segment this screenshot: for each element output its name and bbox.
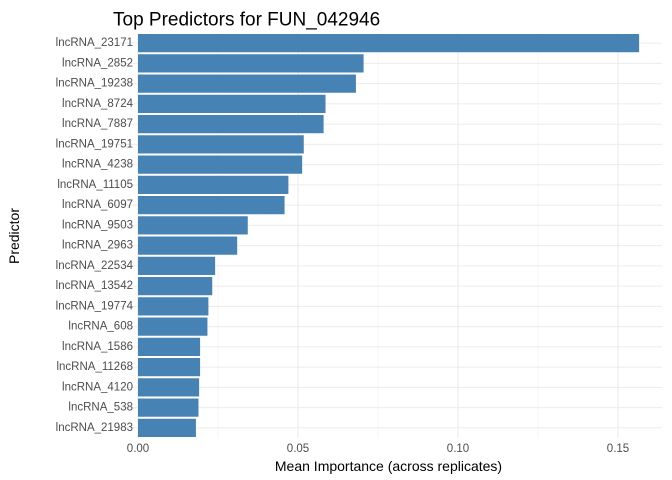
x-axis-label: Mean Importance (across replicates)	[275, 458, 502, 474]
y-tick-label: lncRNA_19774	[56, 300, 134, 312]
y-tick-label: lncRNA_4238	[62, 159, 133, 171]
bar	[138, 196, 285, 215]
bar	[138, 135, 304, 154]
x-tick-labels: 0.00 0.05 0.10 0.15	[127, 443, 629, 455]
bar	[138, 155, 303, 174]
y-tick-label: lncRNA_608	[68, 321, 133, 333]
bar	[138, 317, 208, 336]
y-tick-label: lncRNA_19751	[56, 138, 133, 150]
y-tick-label: lncRNA_13542	[56, 280, 133, 292]
bar	[138, 418, 196, 437]
x-tick-label: 0.10	[447, 443, 469, 455]
y-tick-label: lncRNA_22534	[56, 260, 134, 272]
x-tick-label: 0.15	[607, 443, 629, 455]
chart-title: Top Predictors for FUN_042946	[113, 10, 380, 31]
y-tick-label: lncRNA_21983	[56, 422, 133, 434]
bar	[138, 94, 326, 113]
y-tick-label: lncRNA_538	[68, 402, 133, 414]
y-tick-label: lncRNA_23171	[56, 37, 133, 49]
y-tick-label: lncRNA_11105	[57, 179, 133, 191]
y-tick-label: lncRNA_2852	[62, 57, 133, 69]
bar	[138, 358, 201, 377]
y-tick-labels: lncRNA_23171 lncRNA_2852 lncRNA_19238 lncRN…	[56, 37, 134, 434]
bar	[138, 277, 213, 296]
y-tick-label: lncRNA_2963	[62, 240, 133, 252]
bar	[138, 236, 238, 255]
bar	[138, 74, 356, 93]
y-tick-label: lncRNA_6097	[62, 199, 133, 211]
x-tick-label: 0.00	[127, 443, 149, 455]
y-tick-label: lncRNA_7887	[62, 118, 133, 130]
y-tick-label: lncRNA_11268	[56, 361, 133, 373]
bar	[138, 256, 216, 275]
bar	[138, 297, 209, 316]
y-tick-label: lncRNA_8724	[62, 98, 134, 110]
bars	[138, 34, 640, 437]
x-tick-label: 0.05	[287, 443, 309, 455]
bar	[138, 216, 248, 235]
bar	[138, 115, 324, 134]
bar	[138, 54, 364, 73]
bar	[138, 337, 201, 356]
y-tick-label: lncRNA_19238	[56, 78, 133, 90]
y-axis-label: Predictor	[6, 208, 22, 264]
y-tick-label: lncRNA_9503	[62, 219, 133, 231]
bar	[138, 378, 200, 397]
bar	[138, 175, 289, 194]
bar	[138, 398, 199, 417]
y-tick-label: lncRNA_4120	[62, 381, 133, 393]
bar	[138, 34, 640, 53]
grid-lines	[115, 33, 662, 438]
y-tick-label: lncRNA_1586	[62, 341, 133, 353]
